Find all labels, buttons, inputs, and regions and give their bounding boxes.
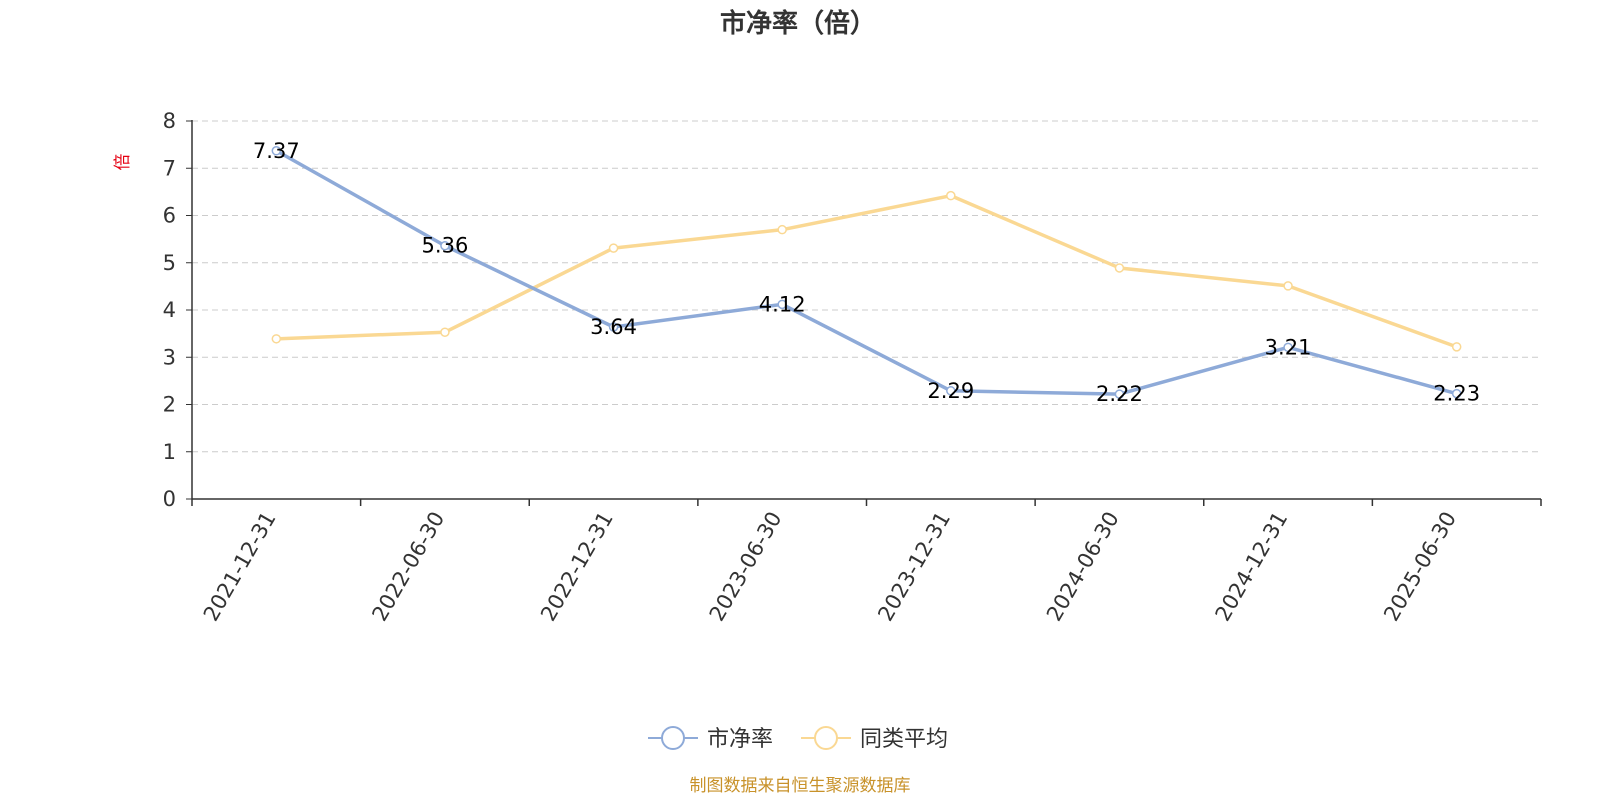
data-point-0 — [440, 240, 450, 251]
data-point-1 — [271, 334, 282, 344]
y-tick-label: 3 — [163, 345, 176, 369]
data-point-1 — [946, 190, 956, 201]
y-tick-label: 4 — [163, 298, 176, 322]
legend-marker-peer-average — [814, 726, 838, 750]
data-label: 3.21 — [1265, 335, 1312, 359]
data-label: 7.37 — [253, 139, 300, 163]
data-point-0 — [946, 386, 956, 396]
x-tick-label: 2022-12-31 — [536, 508, 618, 626]
series-lines — [271, 146, 1462, 399]
data-point-0 — [1451, 388, 1462, 399]
y-tick-label: 6 — [163, 204, 176, 228]
data-point-1 — [1451, 342, 1462, 352]
data-point-1 — [1114, 263, 1125, 273]
data-label: 4.12 — [759, 292, 806, 316]
series-line-0 — [274, 149, 1459, 396]
x-tick-label: 2023-06-30 — [705, 508, 787, 626]
y-axis-unit-label: 倍 — [113, 154, 133, 171]
y-tick-label: 8 — [163, 109, 176, 133]
series-line-1 — [274, 193, 1459, 349]
data-point-1 — [777, 224, 787, 235]
y-tick-label: 7 — [163, 156, 176, 180]
axes: 0 1 2 3 4 5 6 7 8 2021-12-31 2022-06-30 2022-12-31 2… — [163, 109, 1542, 626]
x-tick-label: 2021-12-31 — [199, 508, 281, 626]
grid-lines — [192, 120, 1541, 453]
data-label: 2.23 — [1433, 382, 1480, 406]
data-point-0 — [608, 322, 619, 332]
data-label: 2.22 — [1096, 382, 1143, 406]
data-point-0 — [271, 146, 282, 156]
data-label: 3.64 — [590, 315, 637, 339]
data-point-0 — [777, 299, 787, 310]
y-tick-label: 1 — [163, 440, 176, 464]
legend-marker-pb — [661, 726, 685, 750]
data-labels: 7.37 5.36 3.64 4.12 2.29 2.22 3.21 2.23 — [253, 139, 1480, 406]
x-tick-label: 2023-12-31 — [873, 508, 955, 626]
y-tick-label: 0 — [163, 487, 176, 511]
y-tick-label: 5 — [163, 251, 176, 275]
legend-label-peer-average: 同类平均 — [860, 727, 948, 752]
source-note: 制图数据来自恒生聚源数据库 — [690, 776, 911, 796]
legend-item-peer-average[interactable]: 同类平均 — [801, 726, 948, 752]
data-point-1 — [1283, 281, 1293, 291]
data-point-1 — [440, 327, 450, 337]
x-tick-label: 2022-06-30 — [367, 508, 449, 626]
data-label: 5.36 — [422, 234, 469, 258]
x-tick-label: 2025-06-30 — [1379, 508, 1461, 626]
x-tick-label: 2024-06-30 — [1042, 508, 1124, 626]
x-tick-label: 2024-12-31 — [1211, 508, 1293, 626]
legend-label-pb: 市净率 — [707, 727, 773, 752]
data-label: 2.29 — [927, 379, 974, 403]
data-point-0 — [1114, 389, 1125, 399]
y-tick-label: 2 — [163, 393, 176, 417]
chart-title: 市净率（倍） — [720, 8, 876, 39]
legend: 市净率 同类平均 — [648, 726, 948, 752]
legend-item-pb[interactable]: 市净率 — [648, 726, 773, 752]
data-point-0 — [1283, 342, 1293, 353]
data-point-1 — [608, 243, 619, 253]
